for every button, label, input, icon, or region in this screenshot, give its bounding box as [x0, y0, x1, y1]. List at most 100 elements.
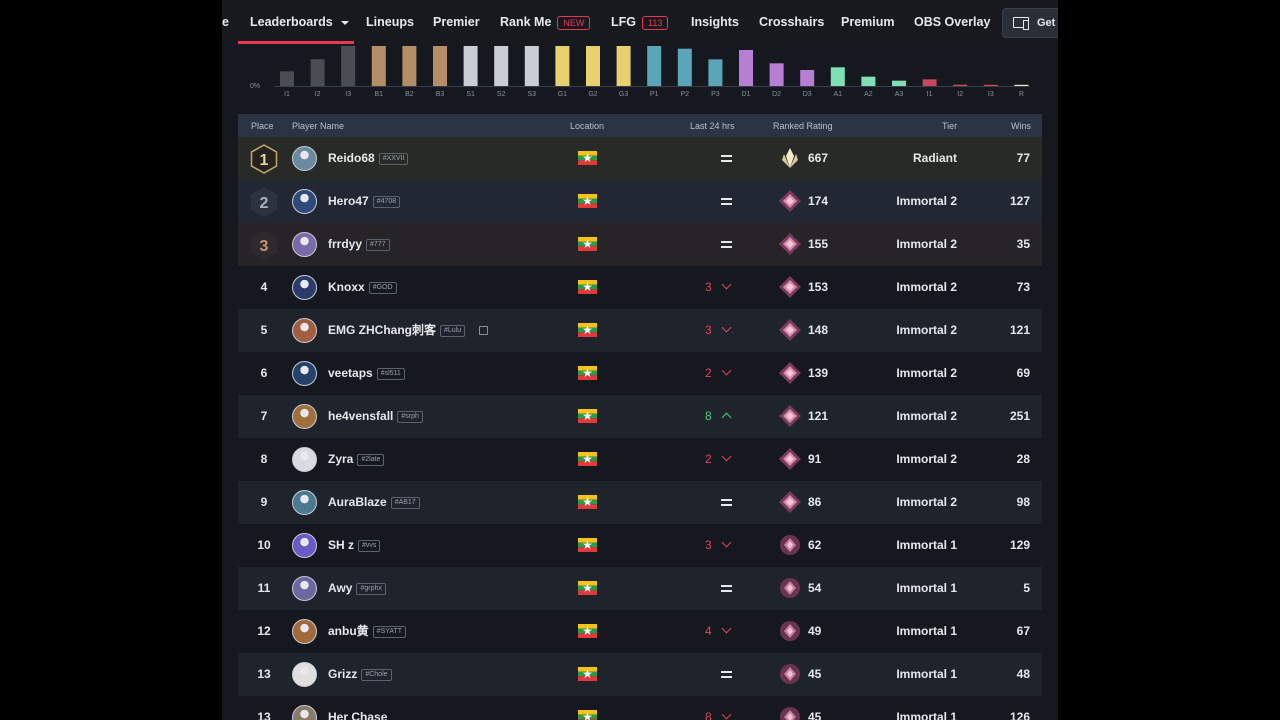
distribution-bar[interactable]	[892, 80, 906, 86]
avatar[interactable]	[292, 705, 317, 720]
table-row[interactable]: 9 AuraBlaze #AB17 86 Immortal 2 98	[238, 481, 1042, 524]
ranked-rating: 86	[808, 495, 822, 509]
player-name-cell[interactable]: he4vensfall #srph	[328, 395, 423, 438]
nav-leading-fragment[interactable]: e	[222, 15, 229, 29]
nav-crosshairs[interactable]: Crosshairs	[759, 15, 825, 29]
nav-insights[interactable]: Insights	[691, 15, 739, 29]
player-name-cell[interactable]: Awy #grphx	[328, 567, 386, 610]
table-row[interactable]: 7 he4vensfall #srph 8 121 Immortal 2 251	[238, 395, 1042, 438]
distribution-bar[interactable]	[1014, 84, 1029, 86]
table-row[interactable]: 12 anbu黄 #SYATT 4 49 Immortal 1 67	[238, 610, 1042, 653]
place-number: 9	[260, 495, 268, 509]
distribution-bar[interactable]	[586, 46, 600, 86]
distribution-bar[interactable]	[433, 46, 447, 86]
avatar[interactable]	[292, 576, 317, 601]
nav-premium[interactable]: Premium	[841, 15, 895, 29]
get-app-button[interactable]: Get t	[1002, 8, 1058, 38]
distribution-bar[interactable]	[861, 76, 876, 86]
no-change-icon	[721, 499, 732, 506]
nav-leaderboards-label: Leaderboards	[250, 15, 333, 29]
table-row[interactable]: 5 EMG ZHChang刺客 #Lulu 3 148 Immortal 2 121	[238, 309, 1042, 352]
avatar[interactable]	[292, 662, 317, 687]
distribution-bar[interactable]	[983, 84, 998, 86]
table-row[interactable]: 11 Awy #grphx 54 Immortal 1 5	[238, 567, 1042, 610]
avatar[interactable]	[292, 619, 317, 644]
distribution-bar[interactable]	[800, 70, 815, 86]
distribution-bar[interactable]	[310, 59, 325, 86]
player-name-cell[interactable]: frrdyy #777	[328, 223, 390, 266]
table-row[interactable]: 10 SH z #vvs 3 62 Immortal 1 129	[238, 524, 1042, 567]
tier-label: Immortal 2	[896, 366, 957, 380]
distribution-bar[interactable]	[280, 71, 294, 86]
distribution-bar[interactable]	[769, 63, 784, 86]
distribution-bar[interactable]	[677, 48, 692, 86]
player-name-cell[interactable]: veetaps #sl511	[328, 352, 405, 395]
table-row[interactable]: 8 Zyra #2late 2 91 Immortal 2 28	[238, 438, 1042, 481]
table-row[interactable]: 13 Her Chase 8 45 Immortal 1 126	[238, 696, 1042, 720]
tier-label: Immortal 1	[896, 624, 957, 638]
myanmar-flag-icon	[578, 538, 597, 552]
distribution-bar[interactable]	[739, 50, 753, 86]
distribution-bar[interactable]	[494, 46, 509, 86]
player-name-cell[interactable]: Grizz #Chole	[328, 653, 392, 696]
player-name-cell[interactable]: SH z #vvs	[328, 524, 381, 567]
avatar[interactable]	[292, 404, 317, 429]
table-row[interactable]: 4 Knoxx #GOD 3 153 Immortal 2 73	[238, 266, 1042, 309]
table-row[interactable]: 6 veetaps #sl511 2 139 Immortal 2 69	[238, 352, 1042, 395]
table-row[interactable]: 13 Grizz #Chole 45 Immortal 1 48	[238, 653, 1042, 696]
stream-icon[interactable]	[479, 326, 489, 336]
avatar[interactable]	[292, 533, 317, 558]
player-name-cell[interactable]: Knoxx #GOD	[328, 266, 397, 309]
tier-label: Immortal 1	[896, 581, 957, 595]
distribution-bar[interactable]	[708, 59, 723, 86]
player-name-cell[interactable]: Hero47 #4708	[328, 180, 401, 223]
ranked-rating: 91	[808, 452, 822, 466]
distribution-bar[interactable]	[402, 46, 417, 86]
nav-leaderboards[interactable]: Leaderboards	[250, 0, 349, 44]
tier-label: Immortal 1	[896, 710, 957, 720]
player-tag: #Chole	[361, 668, 392, 681]
player-name-cell[interactable]: Her Chase	[328, 696, 387, 720]
new-badge: NEW	[557, 15, 591, 30]
x-tick-label: S2	[497, 91, 506, 98]
player-name-cell[interactable]: EMG ZHChang刺客 #Lulu	[328, 309, 489, 352]
top-nav: e Leaderboards Lineups Premier Rank Me NE…	[222, 0, 1058, 44]
nav-rank-me[interactable]: Rank Me NEW	[500, 0, 591, 44]
distribution-bar[interactable]	[922, 79, 937, 86]
avatar[interactable]	[292, 490, 317, 515]
place-number: 6	[260, 366, 268, 380]
player-name-cell[interactable]: AuraBlaze #AB17	[328, 481, 420, 524]
place-number: 2	[260, 195, 269, 212]
ranked-rating: 45	[808, 710, 822, 720]
distribution-bar[interactable]	[463, 46, 478, 86]
distribution-bar[interactable]	[341, 46, 356, 86]
player-tag: #srph	[397, 410, 423, 423]
avatar[interactable]	[292, 361, 317, 386]
distribution-bar[interactable]	[555, 46, 570, 86]
table-row[interactable]: 3 frrdyy #777 155 Immortal 2 35	[238, 223, 1042, 266]
avatar[interactable]	[292, 146, 317, 171]
nav-premier[interactable]: Premier	[433, 15, 480, 29]
header-last24: Last 24 hrs	[690, 121, 735, 131]
avatar[interactable]	[292, 318, 317, 343]
player-name-cell[interactable]: Reido68 #XXVII	[328, 137, 409, 180]
chevron-down-icon	[721, 279, 732, 290]
x-tick-label: S1	[466, 91, 475, 98]
table-row[interactable]: 1 Reido68 #XXVII 667 Radiant 77	[238, 137, 1042, 180]
player-name-cell[interactable]: anbu黄 #SYATT	[328, 610, 407, 653]
player-name-cell[interactable]: Zyra #2late	[328, 438, 385, 481]
avatar[interactable]	[292, 447, 317, 472]
table-row[interactable]: 2 Hero47 #4708 174 Immortal 2 127	[238, 180, 1042, 223]
distribution-bar[interactable]	[524, 46, 539, 86]
distribution-bar[interactable]	[371, 46, 386, 86]
avatar[interactable]	[292, 275, 317, 300]
distribution-bar[interactable]	[830, 67, 845, 86]
nav-obs-overlay[interactable]: OBS Overlay	[914, 15, 991, 29]
distribution-bar[interactable]	[647, 46, 662, 86]
nav-lfg[interactable]: LFG 113	[611, 0, 669, 44]
distribution-bar[interactable]	[616, 46, 631, 86]
distribution-bar[interactable]	[953, 84, 968, 86]
avatar[interactable]	[292, 232, 317, 257]
nav-lineups[interactable]: Lineups	[366, 15, 414, 29]
avatar[interactable]	[292, 189, 317, 214]
